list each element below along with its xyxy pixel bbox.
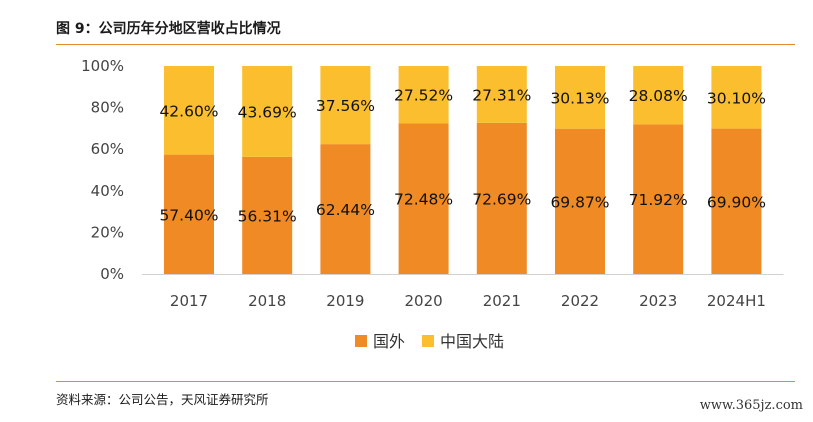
data-label: 62.44% — [316, 201, 375, 219]
bottom-divider — [56, 381, 795, 382]
data-label: 27.31% — [472, 86, 531, 104]
bar-segment — [320, 144, 371, 274]
x-tick-label: 2017 — [170, 292, 208, 310]
bar-segment — [711, 128, 762, 274]
data-label: 72.48% — [394, 191, 453, 209]
x-tick-label: 2022 — [561, 292, 599, 310]
data-label: 69.87% — [550, 193, 609, 211]
data-label: 28.08% — [629, 87, 688, 105]
data-label: 37.56% — [316, 97, 375, 115]
x-tick-label: 2018 — [248, 292, 286, 310]
data-label: 72.69% — [472, 190, 531, 208]
data-label: 30.13% — [550, 89, 609, 107]
source-note: 资料来源：公司公告，天风证券研究所 — [56, 392, 269, 407]
y-tick-label: 40% — [91, 182, 124, 200]
bars-group: 57.40% 42.60% 56.31% 43.69% 62.44% 37.56% 72.4… — [159, 66, 766, 274]
y-tick-label: 100% — [81, 57, 124, 75]
data-label: 71.92% — [629, 191, 688, 209]
y-tick-label: 0% — [100, 265, 124, 283]
bar-segment — [476, 66, 527, 123]
bar-segment — [633, 124, 684, 274]
top-divider — [56, 44, 795, 45]
bar-segment — [555, 128, 605, 274]
legend: 国外 中国大陆 — [355, 332, 504, 351]
bar-segment — [320, 66, 371, 145]
x-tick-label: 2024H1 — [707, 292, 766, 310]
x-tick-label: 2023 — [639, 292, 677, 310]
data-label: 42.60% — [159, 102, 218, 120]
x-tick-label: 2021 — [483, 292, 521, 310]
legend-swatch — [355, 335, 367, 347]
bar-segment — [242, 156, 293, 274]
data-label: 30.10% — [707, 89, 766, 107]
watermark: www.365jz.com — [699, 398, 803, 413]
bar-segment — [398, 66, 449, 124]
y-tick-label: 20% — [91, 223, 124, 241]
bar-segment — [711, 66, 762, 129]
bar-segment — [398, 123, 449, 274]
bar-segment — [242, 66, 293, 157]
legend-swatch — [422, 335, 434, 347]
legend-label: 中国大陆 — [440, 332, 504, 351]
y-tick-label: 60% — [91, 140, 124, 158]
legend-label: 国外 — [373, 332, 405, 351]
bar-segment — [164, 66, 214, 155]
y-axis: 0% 20% 40% 60% 80% 100% — [81, 57, 124, 283]
x-tick-label: 2020 — [405, 292, 443, 310]
data-label: 43.69% — [238, 103, 297, 121]
data-label: 57.40% — [159, 206, 218, 224]
chart-title: 图 9：公司历年分地区营收占比情况 — [56, 21, 281, 37]
data-label: 27.52% — [394, 87, 453, 105]
x-tick-label: 2019 — [326, 292, 364, 310]
bar-segment — [164, 154, 214, 274]
data-label: 56.31% — [238, 207, 297, 225]
x-axis: 2017 2018 2019 2020 2021 2022 2023 2024H1 — [141, 274, 784, 310]
bar-segment — [633, 66, 684, 125]
bar-segment — [555, 66, 605, 129]
y-tick-label: 80% — [91, 99, 124, 117]
bar-segment — [476, 122, 527, 274]
data-label: 69.90% — [707, 193, 766, 211]
